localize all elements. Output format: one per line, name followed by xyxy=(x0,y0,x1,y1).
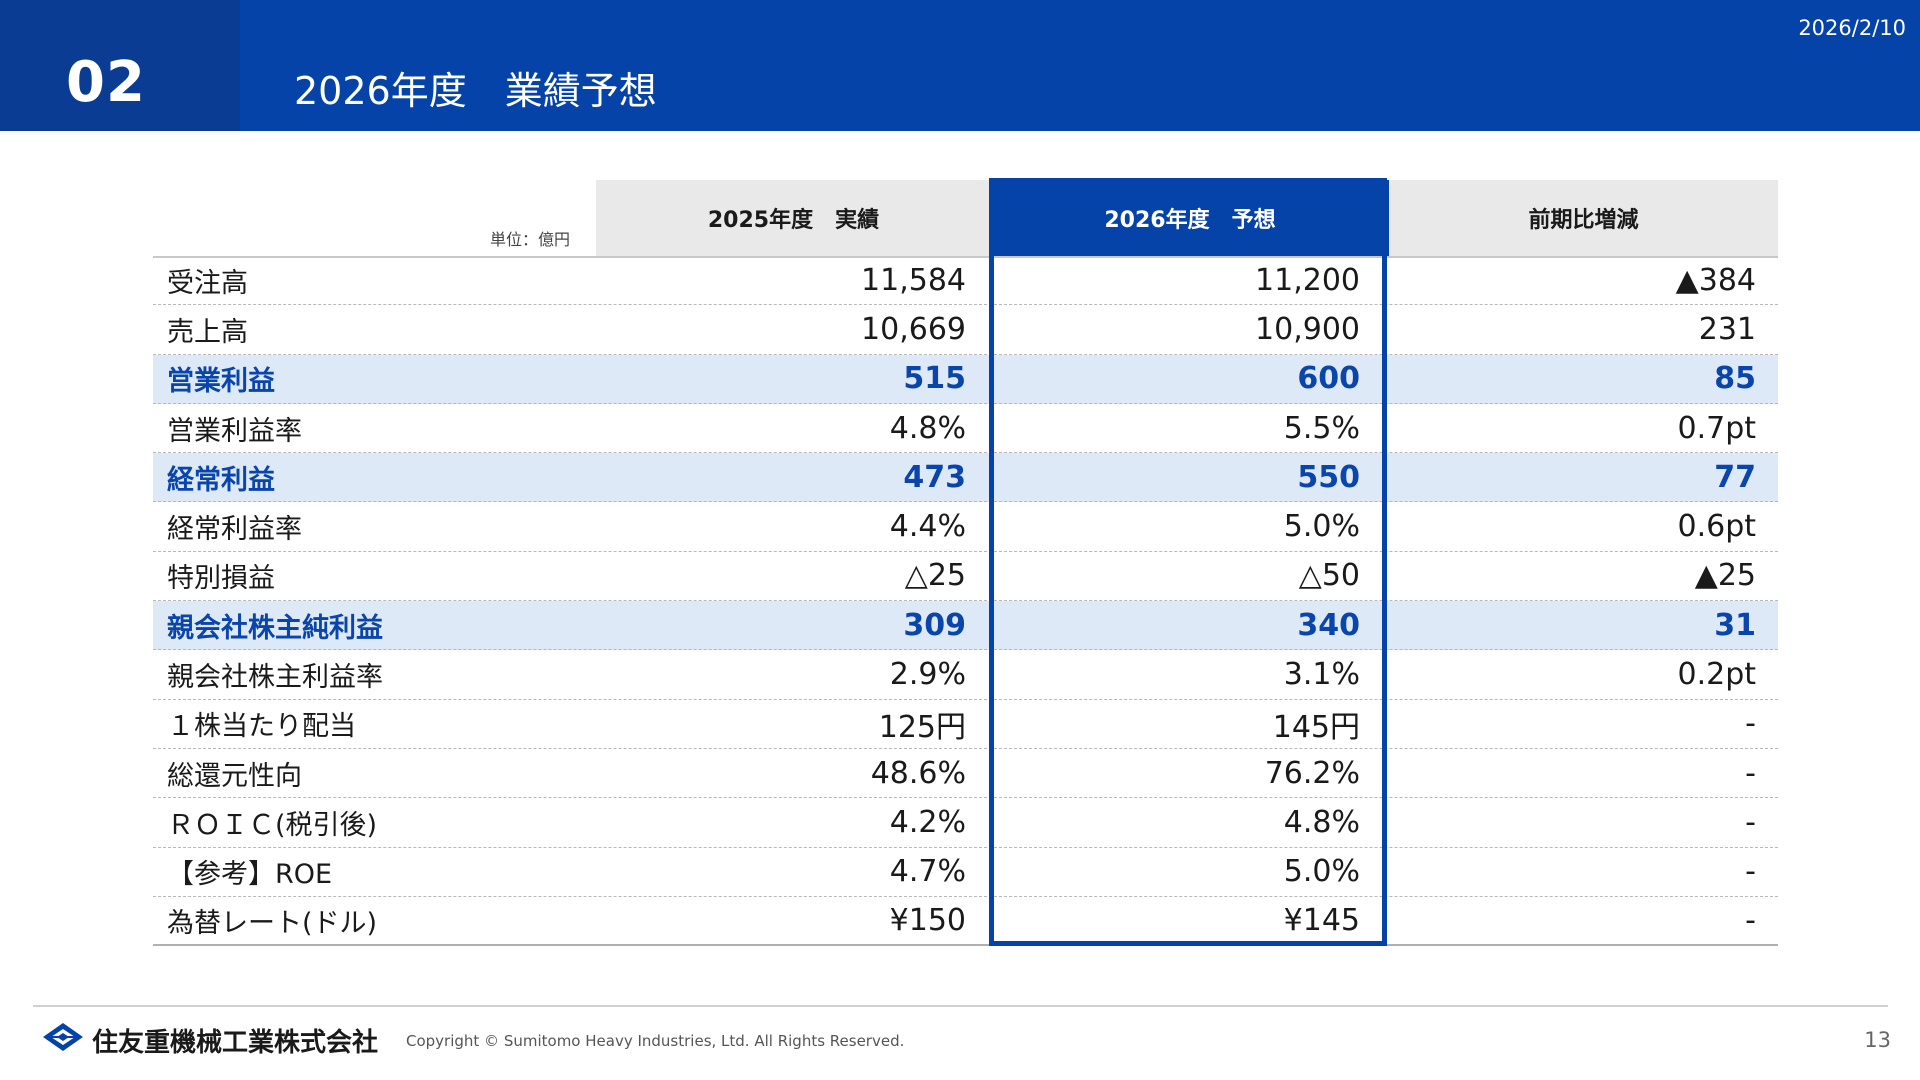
page-title: 2026年度 業績予想 xyxy=(294,69,657,113)
cell-2025-actual: 125円 xyxy=(878,709,966,745)
cell-2025-actual: 2.9% xyxy=(889,657,966,693)
cell-2026-forecast: 11,200 xyxy=(1255,262,1360,298)
row-label: 営業利益率 xyxy=(167,415,302,447)
cell-2025-actual: 10,669 xyxy=(861,311,966,347)
cell-2025-actual: 48.6% xyxy=(870,755,966,791)
cell-2026-forecast: 4.8% xyxy=(1283,804,1360,840)
cell-2026-forecast: 5.0% xyxy=(1283,854,1360,890)
cell-2026-forecast: 550 xyxy=(1297,459,1360,495)
row-label: 総還元性向 xyxy=(167,760,302,792)
cell-2026-forecast: 5.0% xyxy=(1283,509,1360,545)
column-header-2026-forecast: 2026年度 予想 xyxy=(991,180,1389,256)
row-label: 特別損益 xyxy=(167,563,275,595)
page-number: 13 xyxy=(1864,1028,1891,1052)
section-number-box: 02 xyxy=(0,0,240,131)
cell-change: 77 xyxy=(1714,459,1756,495)
header-divider xyxy=(153,256,1778,258)
date-label: 2026/2/10 xyxy=(1798,16,1906,40)
cell-change: 0.2pt xyxy=(1677,657,1756,693)
column-header-change: 前期比増減 xyxy=(1389,180,1778,256)
cell-2026-forecast: 3.1% xyxy=(1283,657,1360,693)
sumitomo-diamond-logo-icon xyxy=(43,1023,83,1051)
cell-2025-actual: 4.8% xyxy=(889,410,966,446)
row-label: １株当たり配当 xyxy=(167,711,356,743)
footer-divider xyxy=(33,1005,1888,1007)
table-row: 親会社株主純利益 309 340 31 xyxy=(153,601,1778,651)
table-row: 売上高 10,669 10,900 231 xyxy=(153,305,1778,355)
table-row: 親会社株主利益率 2.9% 3.1% 0.2pt xyxy=(153,650,1778,700)
table-body: 受注高 11,584 11,200 ▲384 売上高 10,669 10,900 231 営業利… xyxy=(153,256,1778,947)
table-row: 特別損益 △25 △50 ▲25 xyxy=(153,552,1778,602)
table-row: 総還元性向 48.6% 76.2% - xyxy=(153,749,1778,799)
cell-change: - xyxy=(1745,804,1756,840)
forecast-table: 単位：億円 2025年度 実績 2026年度 予想 前期比増減 受注高 11,58… xyxy=(153,180,1778,947)
unit-label: 単位：億円 xyxy=(490,230,571,249)
cell-2025-actual: 4.4% xyxy=(889,509,966,545)
cell-2026-forecast: 76.2% xyxy=(1264,755,1360,791)
company-name: 住友重機械工業株式会社 xyxy=(92,1028,379,1058)
cell-2026-forecast: △50 xyxy=(1298,558,1360,594)
cell-2025-actual: ¥150 xyxy=(889,903,966,938)
cell-2025-actual: 4.2% xyxy=(889,804,966,840)
cell-change: - xyxy=(1745,903,1756,938)
cell-2026-forecast: 145円 xyxy=(1272,709,1360,745)
cell-change: - xyxy=(1745,755,1756,791)
cell-2025-actual: 515 xyxy=(903,361,966,397)
table-row: 営業利益 515 600 85 xyxy=(153,354,1778,404)
header-bar: 02 2026年度 業績予想 2026/2/10 xyxy=(0,0,1920,131)
row-label: 親会社株主純利益 xyxy=(167,612,383,644)
cell-2026-forecast: 5.5% xyxy=(1283,410,1360,446)
cell-2025-actual: △25 xyxy=(904,558,966,594)
cell-change: 0.6pt xyxy=(1677,509,1756,545)
cell-change: ▲384 xyxy=(1675,262,1756,298)
table-header: 単位：億円 2025年度 実績 2026年度 予想 前期比増減 xyxy=(153,180,1778,258)
cell-2026-forecast: 10,900 xyxy=(1255,311,1360,347)
cell-2026-forecast: 600 xyxy=(1297,361,1360,397)
table-row: 【参考】ROE 4.7% 5.0% - xyxy=(153,848,1778,897)
cell-2025-actual: 4.7% xyxy=(889,854,966,890)
row-label: 営業利益 xyxy=(167,366,275,398)
table-row: 為替レート(ドル) ¥150 ¥145 - xyxy=(153,897,1778,947)
cell-change: 31 xyxy=(1714,607,1756,643)
table-row: 経常利益 473 550 77 xyxy=(153,453,1778,503)
row-label: 【参考】ROE xyxy=(167,859,333,891)
cell-change: 85 xyxy=(1714,361,1756,397)
row-label: 経常利益 xyxy=(167,464,275,496)
cell-change: 231 xyxy=(1698,311,1756,347)
cell-2025-actual: 473 xyxy=(903,459,966,495)
table-row: 営業利益率 4.8% 5.5% 0.7pt xyxy=(153,404,1778,454)
cell-change: ▲25 xyxy=(1694,558,1756,594)
cell-2025-actual: 11,584 xyxy=(861,262,966,298)
cell-change: - xyxy=(1745,854,1756,890)
row-label: 為替レート(ドル) xyxy=(167,908,378,939)
column-header-2025-actual: 2025年度 実績 xyxy=(596,180,991,256)
row-label: 親会社株主利益率 xyxy=(167,662,383,694)
row-label: 受注高 xyxy=(167,267,248,299)
copyright-text: Copyright © Sumitomo Heavy Industries, L… xyxy=(406,1032,905,1050)
row-label: 売上高 xyxy=(167,316,248,348)
table-row: 受注高 11,584 11,200 ▲384 xyxy=(153,256,1778,306)
section-number: 02 xyxy=(66,50,146,115)
table-row: ＲＯＩＣ(税引後) 4.2% 4.8% - xyxy=(153,798,1778,848)
row-label: ＲＯＩＣ(税引後) xyxy=(167,809,378,841)
cell-2026-forecast: ¥145 xyxy=(1283,903,1360,938)
cell-change: - xyxy=(1745,706,1756,742)
table-row: 経常利益率 4.4% 5.0% 0.6pt xyxy=(153,502,1778,552)
table-row: １株当たり配当 125円 145円 - xyxy=(153,700,1778,749)
row-label: 経常利益率 xyxy=(167,514,302,546)
cell-change: 0.7pt xyxy=(1677,410,1756,446)
cell-2025-actual: 309 xyxy=(903,607,966,643)
cell-2026-forecast: 340 xyxy=(1297,607,1360,643)
